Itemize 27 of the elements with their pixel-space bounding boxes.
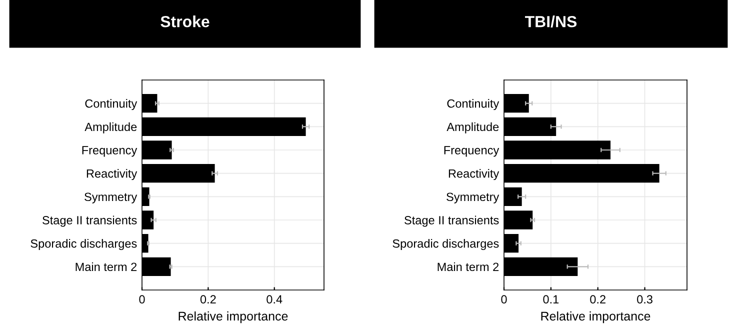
y-tick-label: Reactivity [448,169,500,180]
y-tick-label: Reactivity [86,169,138,180]
y-tick-label: Main term 2 [76,262,137,272]
x-tick-label: 0.4 [266,295,282,304]
x-tick-label: 0.1 [543,295,559,304]
y-tick-label: Sporadic discharges [392,239,499,250]
y-tick-label: Amplitude [84,122,137,134]
chart-title: TBI/NS [525,16,577,28]
x-axis-title: Relative importance [178,311,288,324]
y-tick-label: Stage II transients [42,216,137,227]
y-tick-label: Continuity [85,99,138,110]
x-tick-label: 0.2 [590,295,606,304]
y-tick-label: Symmetry [446,192,500,204]
x-tick-label: 0 [501,295,507,304]
x-axis-title: Relative importance [541,311,650,324]
y-tick-label: Continuity [447,99,500,110]
y-tick-label: Frequency [82,146,138,157]
y-tick-label: Symmetry [84,192,138,204]
y-tick-label: Amplitude [446,122,499,134]
x-tick-label: 0.2 [200,295,216,304]
chart-title: Stroke [160,16,210,28]
x-tick-label: 0 [139,295,145,304]
y-tick-label: Main term 2 [438,262,499,272]
y-tick-label: Frequency [444,146,500,157]
x-tick-label: 0.3 [637,295,652,304]
y-tick-label: Sporadic discharges [30,239,137,250]
y-tick-label: Stage II transients [404,216,499,227]
